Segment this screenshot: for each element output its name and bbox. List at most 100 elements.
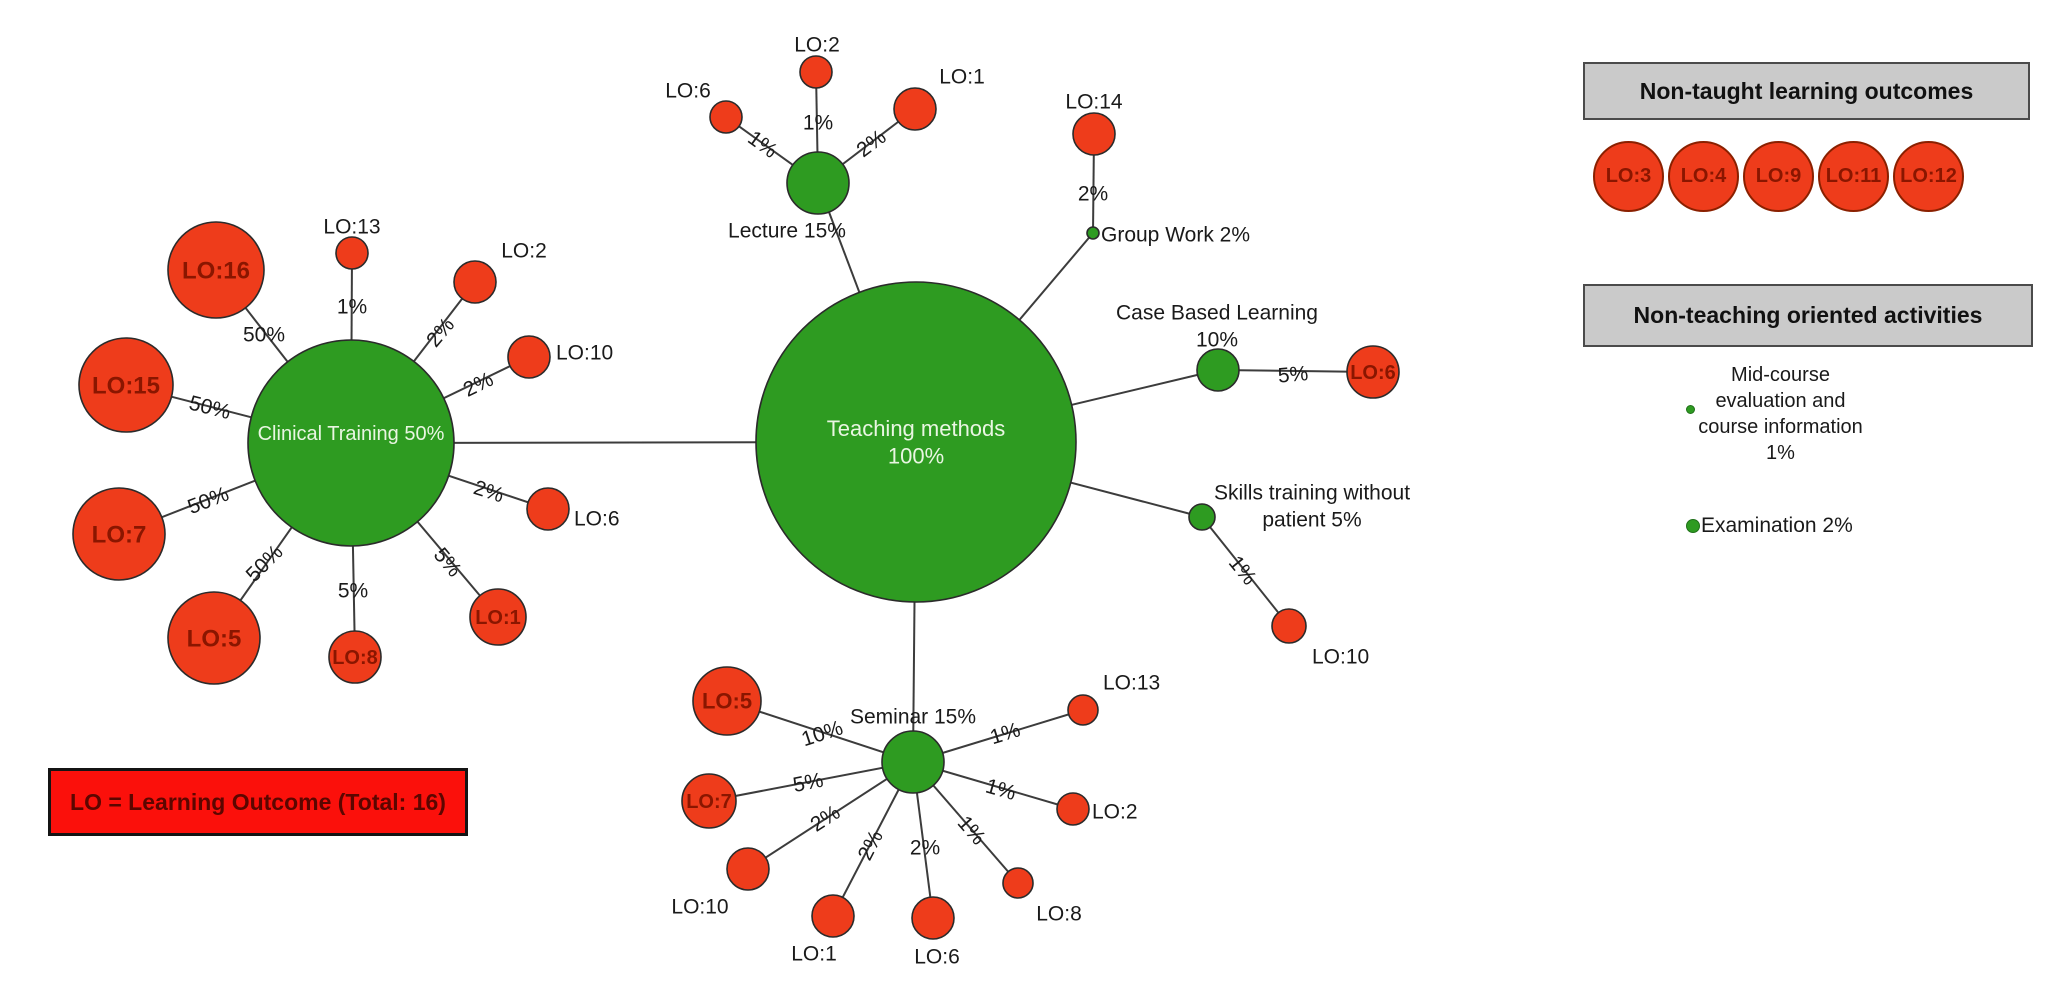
edge-label-seminar-sem7: 5%	[791, 769, 825, 797]
edge-label-clinical-ct2: 2%	[422, 314, 459, 352]
node-label-groupwork: Group Work 2%	[1101, 223, 1250, 246]
non-taught-outcome-lo11: LO:11	[1818, 141, 1889, 212]
node-seminar	[881, 730, 945, 794]
edge-label-groupwork-gw14: 2%	[1078, 182, 1108, 205]
node-ct13	[335, 236, 369, 270]
edge-label-lecture-lec6: 1%	[743, 126, 781, 162]
node-sem2	[1056, 792, 1090, 826]
node-label-lec2: LO:2	[794, 33, 840, 56]
node-ct2	[453, 260, 497, 304]
node-lec2	[799, 55, 833, 89]
node-sem8	[1002, 867, 1034, 899]
node-label-cbl6: LO:6	[1350, 362, 1396, 384]
non-taught-panel-header: Non-taught learning outcomes	[1583, 62, 2030, 120]
node-label-sem5: LO:5	[702, 689, 752, 714]
node-label-skills: Skills training without patient 5%	[1214, 481, 1410, 531]
node-label-teaching: Teaching methods 100%	[827, 416, 1006, 469]
lo-legend-text: LO = Learning Outcome (Total: 16)	[70, 788, 446, 815]
node-label-ct7: LO:7	[92, 521, 147, 548]
node-label-sem6: LO:6	[914, 945, 960, 968]
node-lec1	[893, 87, 937, 131]
non-taught-outcome-lo12: LO:12	[1893, 141, 1964, 212]
node-ct15	[78, 337, 174, 433]
edge-label-clinical-ct6: 2%	[471, 476, 507, 507]
node-sk10	[1271, 608, 1307, 644]
non-taught-outcomes-row: LO:3 LO:4 LO:9 LO:11 LO:12	[1593, 141, 1964, 212]
node-label-ct2: LO:2	[501, 239, 547, 262]
edge-label-seminar-sem5: 10%	[799, 716, 846, 751]
mid-course-dot	[1686, 405, 1695, 414]
node-clinical	[247, 339, 455, 547]
node-label-cbl: Case Based Learning 10%	[1116, 301, 1318, 351]
edge-label-seminar-sem6: 2%	[910, 836, 940, 859]
node-label-ct16: LO:16	[182, 257, 250, 284]
node-label-ct6: LO:6	[574, 507, 620, 530]
mid-course-item: Mid-course evaluation and course informa…	[1668, 362, 1893, 466]
edge-label-clinical-ct15: 50%	[187, 392, 233, 424]
node-label-sem7: LO:7	[686, 791, 732, 813]
node-sem1	[811, 894, 855, 938]
node-label-ct13: LO:13	[323, 215, 380, 238]
mid-course-line: evaluation and	[1715, 390, 1846, 412]
edge-label-seminar-sem1: 2%	[854, 827, 888, 864]
edge-skills-sk10	[1201, 516, 1290, 627]
edge-seminar-sem10	[747, 761, 914, 870]
edge-label-seminar-sem10: 2%	[806, 801, 844, 837]
edge-label-clinical-ct7: 50%	[185, 483, 232, 520]
node-sem5	[692, 666, 762, 736]
non-teaching-panel-header: Non-teaching oriented activities	[1583, 284, 2033, 347]
edge-label-clinical-ct1: 5%	[429, 544, 466, 582]
node-gw14	[1072, 112, 1116, 156]
non-teaching-panel-title: Non-teaching oriented activities	[1633, 302, 1983, 328]
node-label-sem8: LO:8	[1036, 902, 1082, 925]
node-label-ct8: LO:8	[332, 647, 378, 669]
node-cbl6	[1346, 345, 1400, 399]
node-ct8	[328, 630, 382, 684]
node-ct10	[507, 335, 551, 379]
node-teaching	[755, 281, 1077, 603]
node-label-lec6: LO:6	[665, 79, 711, 102]
node-ct1	[469, 588, 527, 646]
node-label-ct5: LO:5	[187, 625, 242, 652]
edge-seminar-sem7	[708, 761, 914, 802]
node-label-gw14: LO:14	[1065, 90, 1123, 113]
non-taught-outcome-lo3: LO:3	[1593, 141, 1664, 212]
node-ct6	[526, 487, 570, 531]
edge-label-lecture-lec2: 1%	[803, 111, 833, 134]
node-label-ct10: LO:10	[556, 341, 613, 364]
node-label-lec1: LO:1	[939, 65, 985, 88]
node-label-ct1: LO:1	[475, 607, 521, 629]
node-lec6	[709, 100, 743, 134]
non-taught-outcome-lo9: LO:9	[1743, 141, 1814, 212]
edge-label-seminar-sem2: 1%	[983, 775, 1019, 805]
examination-dot	[1686, 519, 1700, 533]
node-label-sem2: LO:2	[1092, 800, 1138, 823]
node-skills	[1188, 503, 1216, 531]
lo-legend-box: LO = Learning Outcome (Total: 16)	[48, 768, 468, 836]
non-taught-outcome-lo4: LO:4	[1668, 141, 1739, 212]
node-ct16	[167, 221, 265, 319]
node-sem13	[1067, 694, 1099, 726]
node-sem10	[726, 847, 770, 891]
node-sem6	[911, 896, 955, 940]
edge-label-clinical-ct8: 5%	[338, 579, 368, 602]
mid-course-line: 1%	[1766, 442, 1795, 464]
mid-course-line: Mid-course	[1731, 364, 1830, 386]
node-lecture	[786, 151, 850, 215]
node-label-lecture: Lecture 15%	[728, 219, 846, 242]
node-label-sem10: LO:10	[671, 895, 728, 918]
non-taught-panel-title: Non-taught learning outcomes	[1639, 77, 1974, 104]
node-ct7	[72, 487, 166, 581]
node-label-ct15: LO:15	[92, 372, 160, 399]
node-label-sk10: LO:10	[1312, 645, 1369, 668]
node-label-clinical: Clinical Training 50%	[258, 423, 445, 445]
edge-label-clinical-ct16: 50%	[243, 323, 285, 346]
edge-label-clinical-ct13: 1%	[337, 295, 367, 318]
examination-label: Examination 2%	[1701, 514, 1853, 537]
edge-label-clinical-ct10: 2%	[460, 368, 497, 402]
mid-course-line: course information	[1698, 416, 1863, 438]
node-ct5	[167, 591, 261, 685]
node-cbl	[1196, 348, 1240, 392]
